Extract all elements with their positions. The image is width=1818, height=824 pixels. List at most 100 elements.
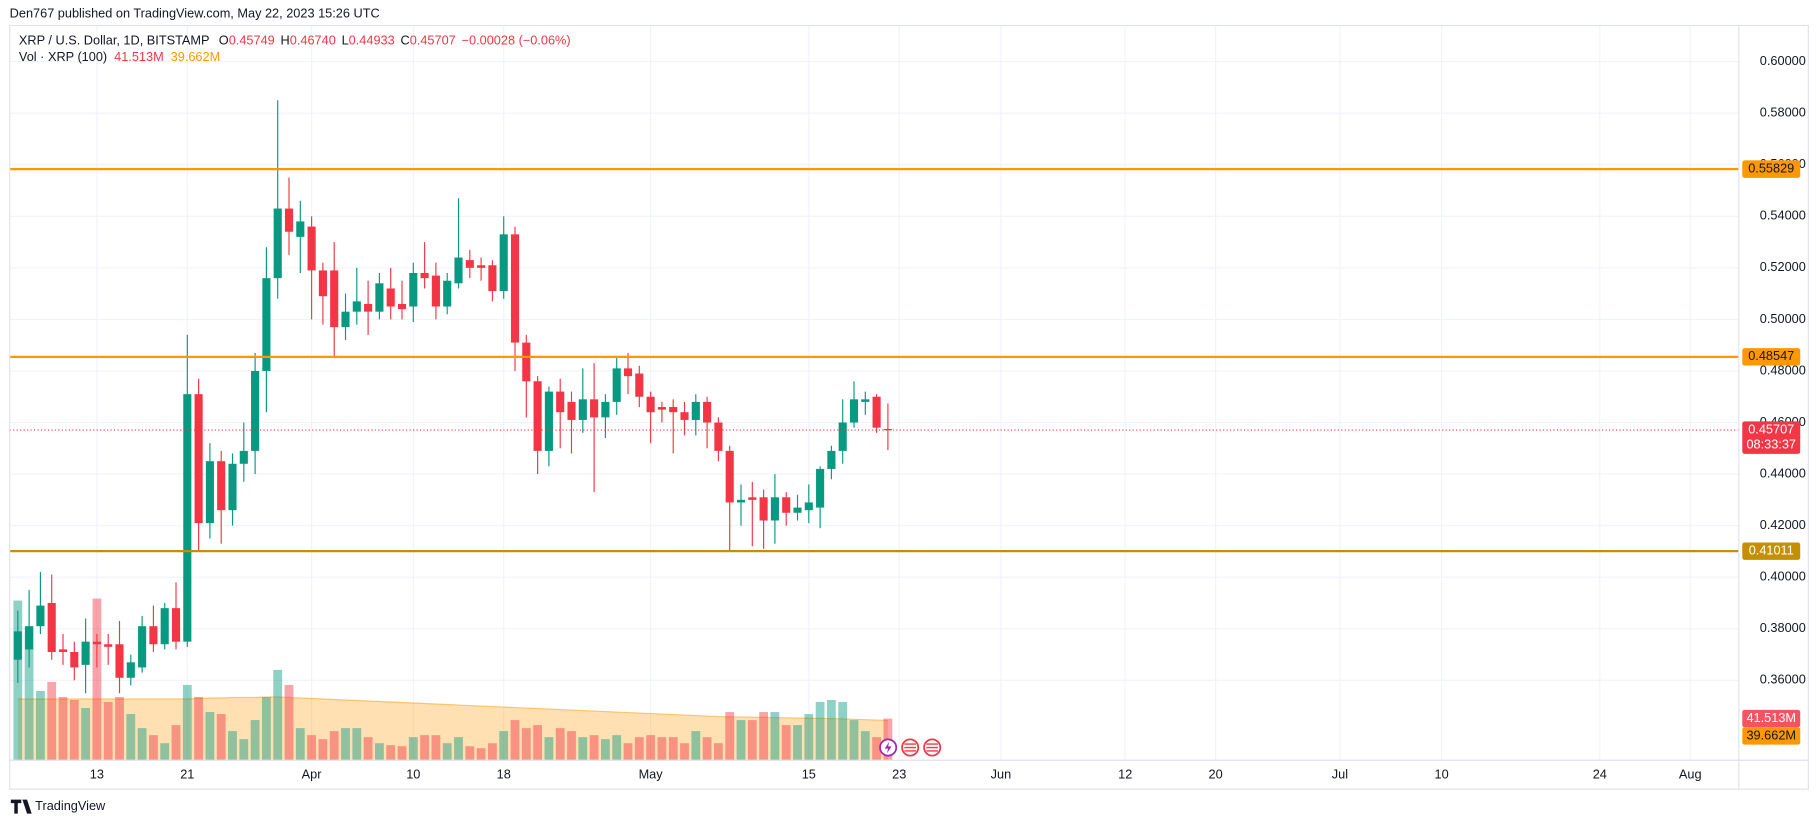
- candle-body: [239, 450, 248, 464]
- candle-body: [499, 234, 508, 292]
- y-tick-label: 0.50000: [1760, 311, 1806, 326]
- x-tick-label: Apr: [302, 767, 323, 782]
- volume-ma-line: [17, 696, 888, 722]
- candle-body: [228, 463, 237, 511]
- volume-ma-label: 39.662M: [1746, 727, 1796, 742]
- candle-body: [183, 394, 192, 642]
- candle-body: [13, 631, 22, 660]
- candle-body: [70, 651, 79, 668]
- candle-body: [205, 461, 214, 524]
- x-tick-label: 10: [1435, 767, 1449, 782]
- candle-body: [431, 275, 440, 307]
- volume-bar: [307, 735, 317, 761]
- volume-bar: [160, 743, 170, 761]
- candle-body: [47, 602, 56, 652]
- volume-label-box: [1742, 709, 1801, 728]
- candle-body: [793, 507, 802, 513]
- volume-bar: [555, 728, 565, 761]
- level-label-box: [1742, 160, 1801, 178]
- volume-bar: [747, 720, 757, 761]
- symbol: XRP / U.S. Dollar, 1D, BITSTAMP: [19, 33, 210, 48]
- volume-bar: [634, 737, 644, 761]
- x-tick-label: Aug: [1679, 767, 1702, 782]
- volume-bar: [623, 743, 633, 761]
- x-tick-label: 20: [1209, 767, 1223, 782]
- candle-body: [477, 265, 486, 268]
- x-tick-label: 12: [1118, 767, 1132, 782]
- brand-logo: [10, 799, 32, 814]
- candle-body: [409, 272, 418, 307]
- volume-bar: [612, 735, 622, 761]
- level-label: 0.48547: [1748, 348, 1794, 363]
- candle-body: [352, 301, 361, 312]
- candle-body: [251, 370, 260, 451]
- icon: [904, 743, 916, 752]
- x-tick-label: 10: [406, 767, 420, 782]
- volume-bar: [216, 714, 226, 761]
- volume-bar: [397, 746, 407, 761]
- x-tick-label: 24: [1593, 767, 1607, 782]
- candle-body: [567, 401, 576, 420]
- candle-body: [160, 608, 169, 645]
- candle-body: [115, 644, 124, 678]
- volume-bar: [567, 731, 576, 761]
- volume-bar: [47, 681, 57, 761]
- volume-bar: [420, 735, 430, 761]
- volume-bar: [352, 728, 362, 761]
- volume-bar: [702, 737, 712, 761]
- volume-bar: [680, 743, 689, 761]
- volume-bar: [408, 737, 418, 761]
- volume-bar: [239, 739, 249, 761]
- candle-body: [849, 399, 859, 423]
- volume-bar: [657, 737, 667, 761]
- candle-body: [273, 208, 282, 279]
- candle-body: [827, 450, 836, 469]
- volume-bar: [860, 731, 870, 761]
- last-price-label: 0.45707: [1748, 421, 1794, 436]
- candle-body: [217, 461, 226, 511]
- volume-bar: [759, 712, 769, 761]
- volume-bar: [262, 696, 271, 761]
- volume-bar: [375, 743, 384, 761]
- volume-bar: [194, 696, 204, 761]
- volume-bar: [533, 725, 543, 761]
- level-label: 0.55829: [1748, 160, 1794, 175]
- candle-body: [296, 221, 305, 237]
- candle-body: [736, 499, 746, 503]
- candle-body: [397, 303, 407, 310]
- candle-body: [307, 226, 316, 271]
- volume-bar: [465, 746, 475, 761]
- y-tick-label: 0.54000: [1760, 208, 1806, 223]
- candle-body: [635, 373, 644, 397]
- last-price-box: [1742, 421, 1801, 454]
- volume-bar: [781, 725, 791, 761]
- volume-bar: [171, 725, 181, 761]
- volume-bar: [363, 737, 373, 761]
- candle-body: [782, 497, 791, 513]
- close-label: C: [401, 33, 410, 48]
- candle-body: [284, 208, 294, 232]
- y-tick-label: 0.60000: [1760, 53, 1806, 68]
- volume-bar: [589, 735, 599, 761]
- brand: TradingView: [35, 798, 106, 813]
- volume-bar: [295, 728, 305, 761]
- volume-bar: [126, 714, 136, 761]
- volume-label: 41.513M: [1746, 710, 1796, 725]
- candle-body: [330, 270, 339, 328]
- candle-body: [770, 497, 779, 521]
- volume-bar: [725, 712, 735, 761]
- volume-bar: [714, 743, 723, 761]
- volume-bar: [646, 735, 656, 761]
- candle-body: [149, 626, 158, 645]
- candle-body: [488, 265, 497, 292]
- candle-body: [691, 401, 700, 420]
- volume-ma-value: 39.662M: [171, 49, 221, 64]
- volume-bar: [804, 714, 814, 761]
- close-value: 0.45707: [410, 33, 456, 48]
- candle-body: [104, 644, 113, 647]
- volume-bar: [284, 684, 294, 761]
- candle-body: [612, 368, 621, 402]
- volume-bar: [341, 728, 350, 761]
- volume-bar: [329, 731, 339, 761]
